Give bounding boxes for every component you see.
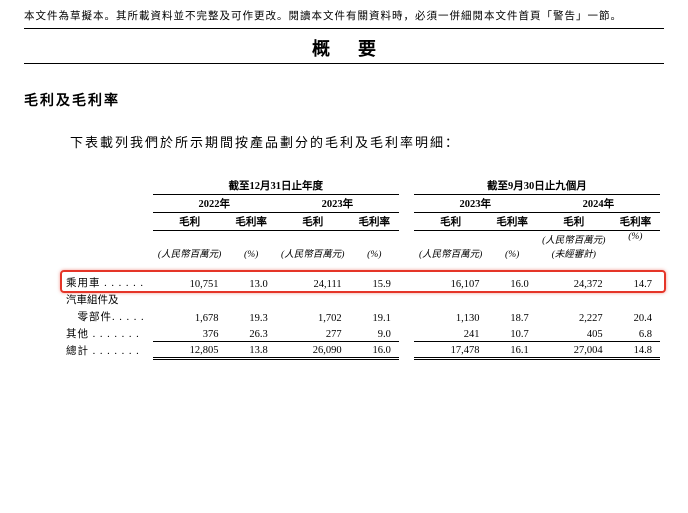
table-row-total: 總計 . . . . . . . 12,805 13.8 26,090 16.0… (64, 342, 660, 359)
cell: 24,372 (537, 274, 611, 291)
table-row-components: 零部件. . . . . 1,678 19.3 1,702 19.1 1,130… (64, 308, 660, 325)
gross-profit-table: 截至12月31日止年度 截至9月30日止九個月 2022年 2023年 2023… (64, 177, 660, 361)
col-gross-1: 毛利 (153, 212, 227, 230)
unit-rmb-1: (人民幣百萬元) (153, 230, 227, 264)
cell: 24,111 (276, 274, 350, 291)
cell: 12,805 (153, 342, 227, 359)
cell: 16.1 (488, 342, 537, 359)
cell: 16,107 (414, 274, 488, 291)
cell: 376 (153, 325, 227, 342)
page-title: 概要 (24, 35, 664, 61)
disclaimer-text: 本文件為草擬本。其所載資料並不完整及可作更改。閱讀本文件有關資料時，必須一併細閱… (24, 6, 664, 29)
col-margin-3: 毛利率 (488, 212, 537, 230)
cell: 1,678 (153, 308, 227, 325)
cell: 14.8 (611, 342, 660, 359)
unit-rmb-2: (人民幣百萬元) (276, 230, 350, 264)
col-margin-2: 毛利率 (350, 212, 399, 230)
cell: 13.0 (227, 274, 276, 291)
unit-rmb-4: (人民幣百萬元)(未經審計) (537, 230, 611, 264)
row-label: 汽車組件及 (64, 291, 660, 308)
col-gross-2: 毛利 (276, 212, 350, 230)
cell: 2,227 (537, 308, 611, 325)
cell: 26,090 (276, 342, 350, 359)
year-2023a: 2023年 (276, 194, 399, 212)
cell: 13.8 (227, 342, 276, 359)
cell: 19.1 (350, 308, 399, 325)
cell: 18.7 (488, 308, 537, 325)
cell: 10,751 (153, 274, 227, 291)
cell: 1,702 (276, 308, 350, 325)
section-heading: 毛利及毛利率 (24, 90, 664, 110)
cell: 6.8 (611, 325, 660, 342)
row-label: 乘用車 . . . . . . (64, 274, 153, 291)
col-margin-1: 毛利率 (227, 212, 276, 230)
cell: 15.9 (350, 274, 399, 291)
row-label: 零部件. . . . . (64, 308, 153, 325)
cell: 14.7 (611, 274, 660, 291)
cell: 1,130 (414, 308, 488, 325)
year-2023b: 2023年 (414, 194, 537, 212)
cell: 241 (414, 325, 488, 342)
table-row-other: 其他 . . . . . . . 376 26.3 277 9.0 241 10… (64, 325, 660, 342)
col-gross-3: 毛利 (414, 212, 488, 230)
unit-rmb-3: (人民幣百萬元) (414, 230, 488, 264)
year-2022: 2022年 (153, 194, 276, 212)
unit-pct-2: (%) (350, 230, 399, 264)
col-margin-4: 毛利率 (611, 212, 660, 230)
gross-profit-table-wrap: 截至12月31日止年度 截至9月30日止九個月 2022年 2023年 2023… (24, 177, 664, 361)
cell: 17,478 (414, 342, 488, 359)
cell: 20.4 (611, 308, 660, 325)
intro-text: 下表載列我們於所示期間按產品劃分的毛利及毛利率明細： (24, 132, 664, 151)
col-gross-4: 毛利 (537, 212, 611, 230)
year-2024: 2024年 (537, 194, 660, 212)
cell: 9.0 (350, 325, 399, 342)
period-header-left: 截至12月31日止年度 (153, 177, 399, 195)
unit-pct-4: (%) (611, 230, 660, 264)
row-label-total: 總計 . . . . . . . (64, 342, 153, 359)
table-row-passenger: 乘用車 . . . . . . 10,751 13.0 24,111 15.9 … (64, 274, 660, 291)
unit-pct-3: (%) (488, 230, 537, 264)
cell: 10.7 (488, 325, 537, 342)
period-header-right: 截至9月30日止九個月 (414, 177, 660, 195)
cell: 26.3 (227, 325, 276, 342)
unit-pct-1: (%) (227, 230, 276, 264)
cell: 19.3 (227, 308, 276, 325)
cell: 27,004 (537, 342, 611, 359)
cell: 405 (537, 325, 611, 342)
row-label: 其他 . . . . . . . (64, 325, 153, 342)
table-row-components-label: 汽車組件及 (64, 291, 660, 308)
cell: 277 (276, 325, 350, 342)
cell: 16.0 (350, 342, 399, 359)
title-block: 概要 (24, 35, 664, 64)
cell: 16.0 (488, 274, 537, 291)
